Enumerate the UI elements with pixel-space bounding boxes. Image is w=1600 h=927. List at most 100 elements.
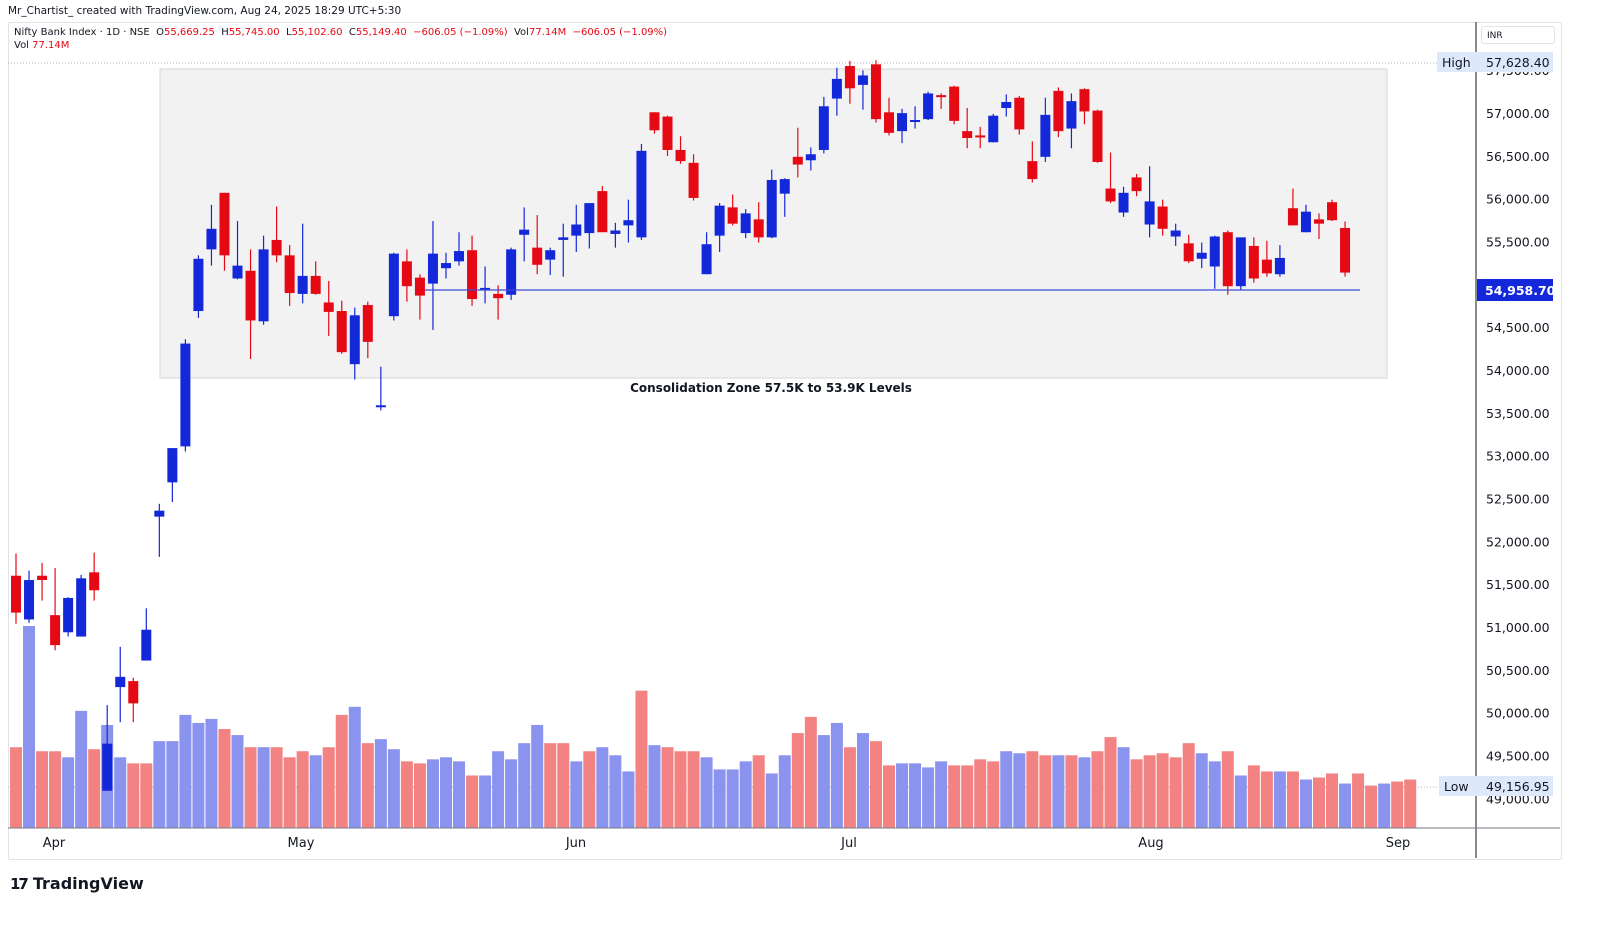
candle[interactable] (727, 194, 738, 226)
candle[interactable] (792, 127, 803, 178)
candle[interactable] (558, 223, 569, 277)
candle[interactable] (1340, 221, 1351, 277)
candle[interactable] (701, 232, 712, 275)
candle[interactable] (76, 574, 87, 637)
candle[interactable] (440, 252, 451, 279)
candle[interactable] (336, 300, 347, 354)
candle[interactable] (844, 60, 855, 104)
consolidation-annotation[interactable]: Consolidation Zone 57.5K to 53.9K Levels (630, 381, 912, 395)
candle[interactable] (753, 202, 764, 243)
tradingview-logo[interactable]: 17 TradingView (10, 874, 144, 893)
candle[interactable] (506, 247, 517, 300)
candle[interactable] (128, 677, 139, 723)
candle[interactable] (1014, 96, 1025, 135)
candle[interactable] (923, 91, 934, 120)
candle[interactable] (545, 247, 556, 276)
candle[interactable] (584, 203, 595, 249)
candle[interactable] (662, 115, 673, 156)
candle[interactable] (884, 97, 895, 136)
candle[interactable] (37, 562, 48, 601)
candle[interactable] (988, 114, 999, 143)
candle[interactable] (1092, 109, 1103, 163)
candle[interactable] (154, 503, 165, 557)
candle[interactable] (1222, 230, 1233, 295)
candle[interactable] (349, 307, 360, 380)
candle[interactable] (1105, 152, 1116, 204)
candle[interactable] (649, 112, 660, 134)
candle[interactable] (1183, 234, 1194, 264)
candle[interactable] (454, 232, 465, 266)
candle[interactable] (50, 568, 61, 651)
candle[interactable] (766, 169, 777, 239)
candle[interactable] (388, 252, 399, 321)
candle[interactable] (623, 199, 634, 243)
candle[interactable] (962, 108, 973, 149)
candle[interactable] (167, 448, 178, 503)
candle[interactable] (219, 192, 230, 271)
candle[interactable] (818, 96, 829, 154)
candle[interactable] (310, 261, 321, 295)
candle[interactable] (740, 209, 751, 239)
candle[interactable] (414, 274, 425, 320)
candle[interactable] (297, 223, 308, 304)
candle[interactable] (1274, 245, 1285, 277)
candle[interactable] (910, 106, 921, 129)
candle[interactable] (375, 366, 386, 411)
price-axis[interactable]: 57,500.0057,000.0056,500.0056,000.0055,5… (1486, 63, 1550, 806)
time-axis[interactable]: Apr May Jun Jul Aug Sep (43, 836, 1411, 851)
candle[interactable] (1209, 235, 1220, 289)
candle[interactable] (571, 204, 582, 252)
candle[interactable] (1040, 97, 1051, 162)
candle[interactable] (1066, 93, 1077, 149)
candle[interactable] (180, 339, 191, 452)
candle[interactable] (427, 221, 438, 330)
candle[interactable] (24, 570, 35, 623)
candle[interactable] (206, 204, 217, 266)
candle[interactable] (401, 249, 412, 302)
candle[interactable] (89, 552, 100, 601)
candle[interactable] (779, 178, 790, 217)
candle[interactable] (467, 235, 478, 306)
candle[interactable] (870, 60, 881, 123)
candle[interactable] (1079, 88, 1090, 125)
candle[interactable] (636, 143, 647, 240)
candle[interactable] (1027, 141, 1038, 183)
candle[interactable] (232, 221, 243, 280)
candle[interactable] (362, 301, 373, 359)
candle[interactable] (1287, 188, 1298, 226)
candle[interactable] (1053, 87, 1064, 138)
candle[interactable] (63, 597, 74, 637)
candle[interactable] (714, 203, 725, 252)
candle[interactable] (1248, 237, 1259, 283)
candle[interactable] (102, 705, 113, 791)
candle[interactable] (805, 147, 816, 171)
candle[interactable] (949, 85, 960, 125)
candle[interactable] (532, 215, 543, 275)
candle[interactable] (258, 235, 269, 325)
candle[interactable] (597, 185, 608, 233)
symbol-label[interactable]: Nifty Bank Index · 1D · NSE (14, 27, 150, 38)
candle[interactable] (1157, 199, 1168, 236)
candle[interactable] (936, 93, 947, 109)
candle[interactable] (480, 266, 491, 304)
candle[interactable] (284, 245, 295, 306)
candle[interactable] (1300, 204, 1311, 233)
candle[interactable] (1131, 173, 1142, 197)
candle[interactable] (11, 553, 21, 624)
candle[interactable] (193, 255, 204, 318)
candle[interactable] (975, 126, 986, 149)
candle[interactable] (675, 136, 686, 164)
candle[interactable] (1327, 199, 1338, 222)
candle[interactable] (1118, 186, 1129, 217)
candle[interactable] (271, 206, 282, 263)
candle[interactable] (519, 207, 530, 262)
candle[interactable] (1261, 240, 1272, 277)
candle[interactable] (141, 608, 152, 661)
candle[interactable] (115, 646, 126, 723)
candle[interactable] (1196, 242, 1207, 269)
candle[interactable] (493, 285, 504, 320)
currency-label[interactable]: INR (1481, 26, 1555, 44)
candle[interactable] (1001, 94, 1012, 117)
candle[interactable] (831, 67, 842, 116)
